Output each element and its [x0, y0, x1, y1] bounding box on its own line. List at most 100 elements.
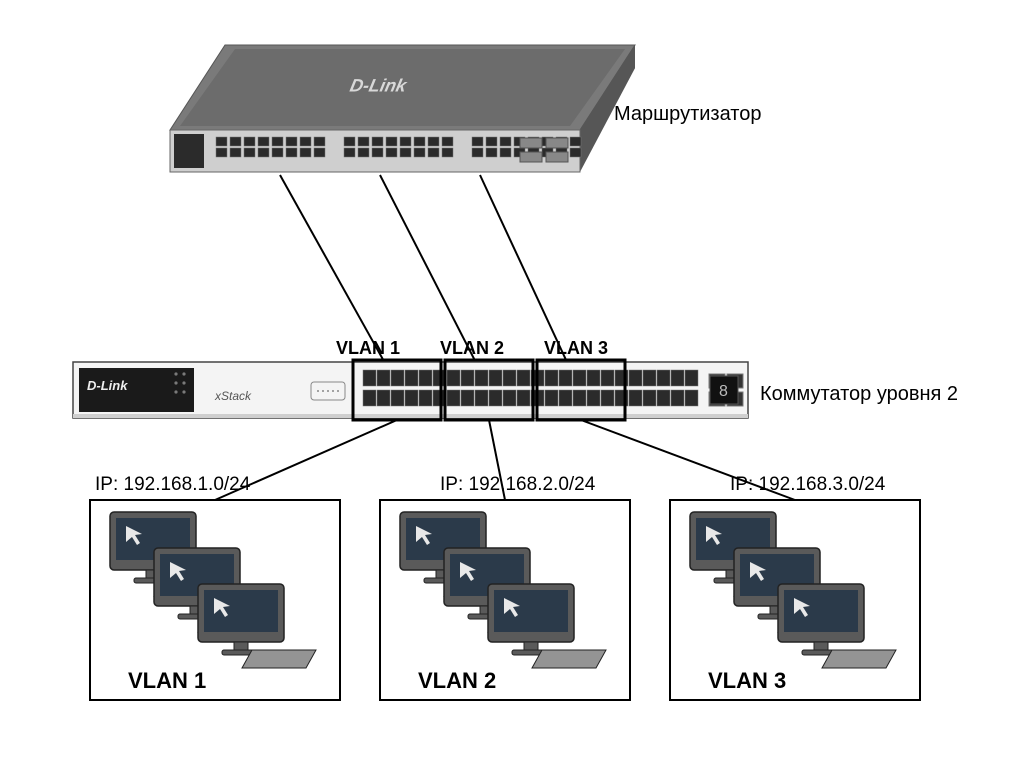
monitor-stand [234, 642, 248, 650]
switch-port [391, 370, 404, 386]
switch-port [475, 370, 488, 386]
switch-port [377, 370, 390, 386]
switch-port [517, 390, 530, 406]
vlan-group-name: VLAN 2 [418, 668, 496, 693]
switch-port [629, 390, 642, 406]
router-port [314, 137, 325, 146]
router-port [400, 148, 411, 157]
switch-port [685, 370, 698, 386]
vlan-group [690, 512, 896, 668]
switch-port [391, 390, 404, 406]
router-sfp [546, 138, 568, 148]
router-port [300, 148, 311, 157]
switch-port [363, 370, 376, 386]
keyboard-icon [822, 650, 896, 668]
switch-port [559, 370, 572, 386]
switch-port [503, 390, 516, 406]
switch-port [671, 370, 684, 386]
router-port [286, 148, 297, 157]
router-port [570, 148, 581, 157]
serial-pin [327, 390, 329, 392]
router-port [244, 148, 255, 157]
led-icon [174, 372, 177, 375]
switch-brand: D-Link [87, 378, 128, 393]
router-port [230, 137, 241, 146]
workstation-icon [488, 584, 606, 668]
switch-port [601, 370, 614, 386]
vlan-group-name: VLAN 3 [708, 668, 786, 693]
switch-port [405, 370, 418, 386]
workstation-icon [778, 584, 896, 668]
vlan-header: VLAN 3 [544, 338, 608, 358]
serial-pin [337, 390, 339, 392]
switch-port [587, 370, 600, 386]
router-sfp [520, 152, 542, 162]
router-port [314, 148, 325, 157]
serial-pin [317, 390, 319, 392]
router-port [570, 137, 581, 146]
router-port [258, 148, 269, 157]
router-port [414, 137, 425, 146]
switch-port [461, 390, 474, 406]
router-port [372, 137, 383, 146]
router-port [300, 137, 311, 146]
switch-port [643, 370, 656, 386]
switch-port [377, 390, 390, 406]
vlan-header: VLAN 2 [440, 338, 504, 358]
switch-port [545, 370, 558, 386]
switch-stack-label: xStack [214, 389, 252, 403]
router-port [386, 148, 397, 157]
keyboard-icon [242, 650, 316, 668]
router-port [472, 148, 483, 157]
switch-port [419, 390, 432, 406]
switch-display-value: 8 [719, 383, 728, 400]
serial-pin [322, 390, 324, 392]
switch-port [643, 390, 656, 406]
switch-port [461, 370, 474, 386]
vlan-group [400, 512, 606, 668]
switch-port [405, 390, 418, 406]
switch-port [517, 370, 530, 386]
monitor-stand [814, 642, 828, 650]
ip-label: IP: 192.168.1.0/24 [95, 474, 251, 495]
switch-lip [73, 414, 748, 418]
router-port [414, 148, 425, 157]
vlan-header: VLAN 1 [336, 338, 400, 358]
router-port [500, 137, 511, 146]
router-port [244, 137, 255, 146]
switch-port [489, 370, 502, 386]
ip-label: IP: 192.168.3.0/24 [730, 474, 886, 495]
switch-port [363, 390, 376, 406]
router-port [400, 137, 411, 146]
switch-port [447, 390, 460, 406]
router-port [472, 137, 483, 146]
router-port [344, 137, 355, 146]
router-port [216, 148, 227, 157]
switch-port [503, 370, 516, 386]
led-icon [182, 381, 185, 384]
router: D-Link [170, 45, 635, 172]
ip-label: IP: 192.168.2.0/24 [440, 474, 596, 495]
vlan-group-name: VLAN 1 [128, 668, 206, 693]
switch-port [601, 390, 614, 406]
router-port [442, 148, 453, 157]
switch-port [671, 390, 684, 406]
switch-port [657, 390, 670, 406]
router-port [286, 137, 297, 146]
vlan-group [110, 512, 316, 668]
router-port [344, 148, 355, 157]
switch-port [573, 370, 586, 386]
router-port [372, 148, 383, 157]
led-icon [182, 390, 185, 393]
switch-port [419, 370, 432, 386]
led-icon [182, 372, 185, 375]
router-port [272, 148, 283, 157]
switch-port [545, 390, 558, 406]
switch-label: Коммутатор уровня 2 [760, 383, 958, 405]
network-diagram: D-LinkМаршрутизаторVLAN 1VLAN 2VLAN 3D-L… [0, 0, 1024, 767]
switch-port [587, 390, 600, 406]
router-port [258, 137, 269, 146]
switch-port [629, 370, 642, 386]
router-port [486, 137, 497, 146]
router-port [500, 148, 511, 157]
